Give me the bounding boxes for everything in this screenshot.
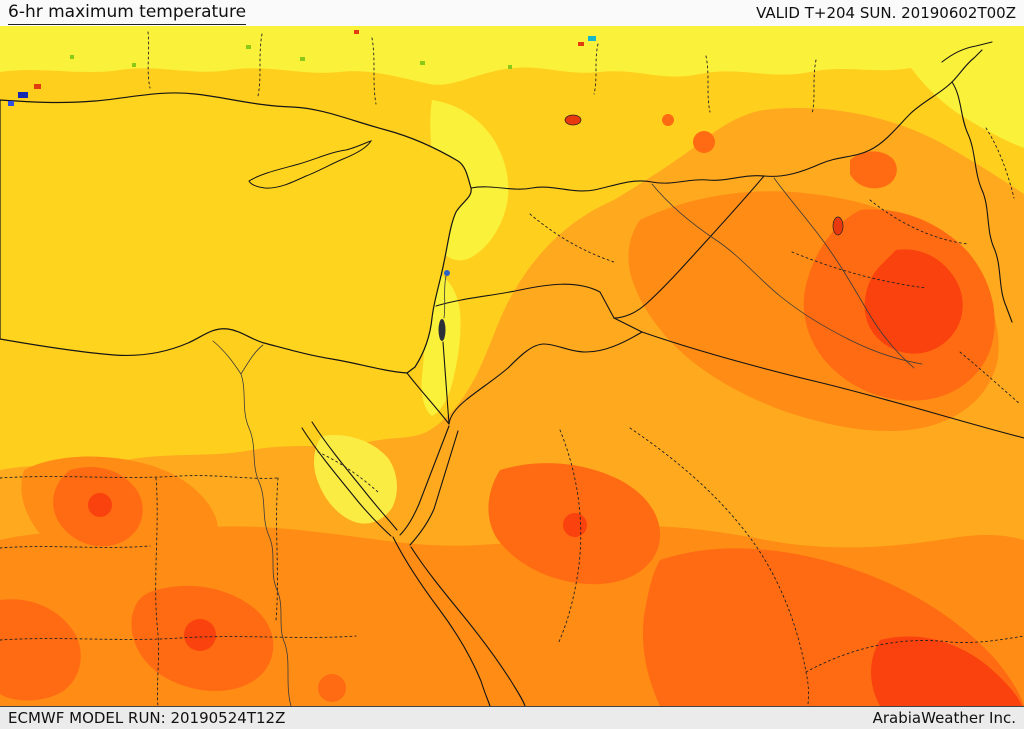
- admin-borders-dotted: [0, 31, 1024, 707]
- cyprus-island: [248, 140, 373, 189]
- country-borders: [301, 41, 1024, 707]
- dead-sea: [438, 319, 446, 341]
- cold-specks: [8, 30, 596, 106]
- valid-time-label: VALID T+204 SUN. 20190602T00Z: [756, 4, 1016, 22]
- header-bar: 6-hr maximum temperature VALID T+204 SUN…: [0, 0, 1024, 26]
- mediterranean-sea-coastline: [0, 92, 472, 374]
- footer-bar: ECMWF MODEL RUN: 20190524T12Z ArabiaWeat…: [0, 706, 1024, 729]
- rivers: [212, 177, 923, 707]
- credit-label: ArabiaWeather Inc.: [872, 709, 1016, 727]
- lakes: [438, 114, 844, 341]
- model-run-label: ECMWF MODEL RUN: 20190524T12Z: [8, 709, 286, 727]
- map-title: 6-hr maximum temperature: [8, 1, 247, 25]
